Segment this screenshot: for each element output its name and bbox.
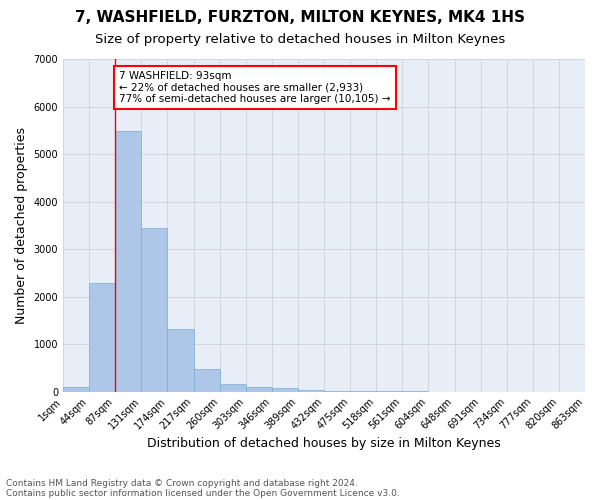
Bar: [167, 330, 194, 392]
Bar: [89, 284, 115, 392]
Bar: [194, 370, 220, 392]
Bar: [142, 228, 167, 392]
Bar: [63, 387, 89, 392]
Bar: [272, 388, 298, 392]
Bar: [220, 384, 246, 392]
Y-axis label: Number of detached properties: Number of detached properties: [15, 127, 28, 324]
Bar: [246, 388, 272, 392]
X-axis label: Distribution of detached houses by size in Milton Keynes: Distribution of detached houses by size …: [147, 437, 501, 450]
Text: 7 WASHFIELD: 93sqm
← 22% of detached houses are smaller (2,933)
77% of semi-deta: 7 WASHFIELD: 93sqm ← 22% of detached hou…: [119, 71, 391, 104]
Text: Contains HM Land Registry data © Crown copyright and database right 2024.: Contains HM Land Registry data © Crown c…: [6, 478, 358, 488]
Bar: [115, 131, 142, 392]
Text: 7, WASHFIELD, FURZTON, MILTON KEYNES, MK4 1HS: 7, WASHFIELD, FURZTON, MILTON KEYNES, MK…: [75, 10, 525, 25]
Text: Size of property relative to detached houses in Milton Keynes: Size of property relative to detached ho…: [95, 32, 505, 46]
Text: Contains public sector information licensed under the Open Government Licence v3: Contains public sector information licen…: [6, 488, 400, 498]
Bar: [298, 390, 324, 392]
